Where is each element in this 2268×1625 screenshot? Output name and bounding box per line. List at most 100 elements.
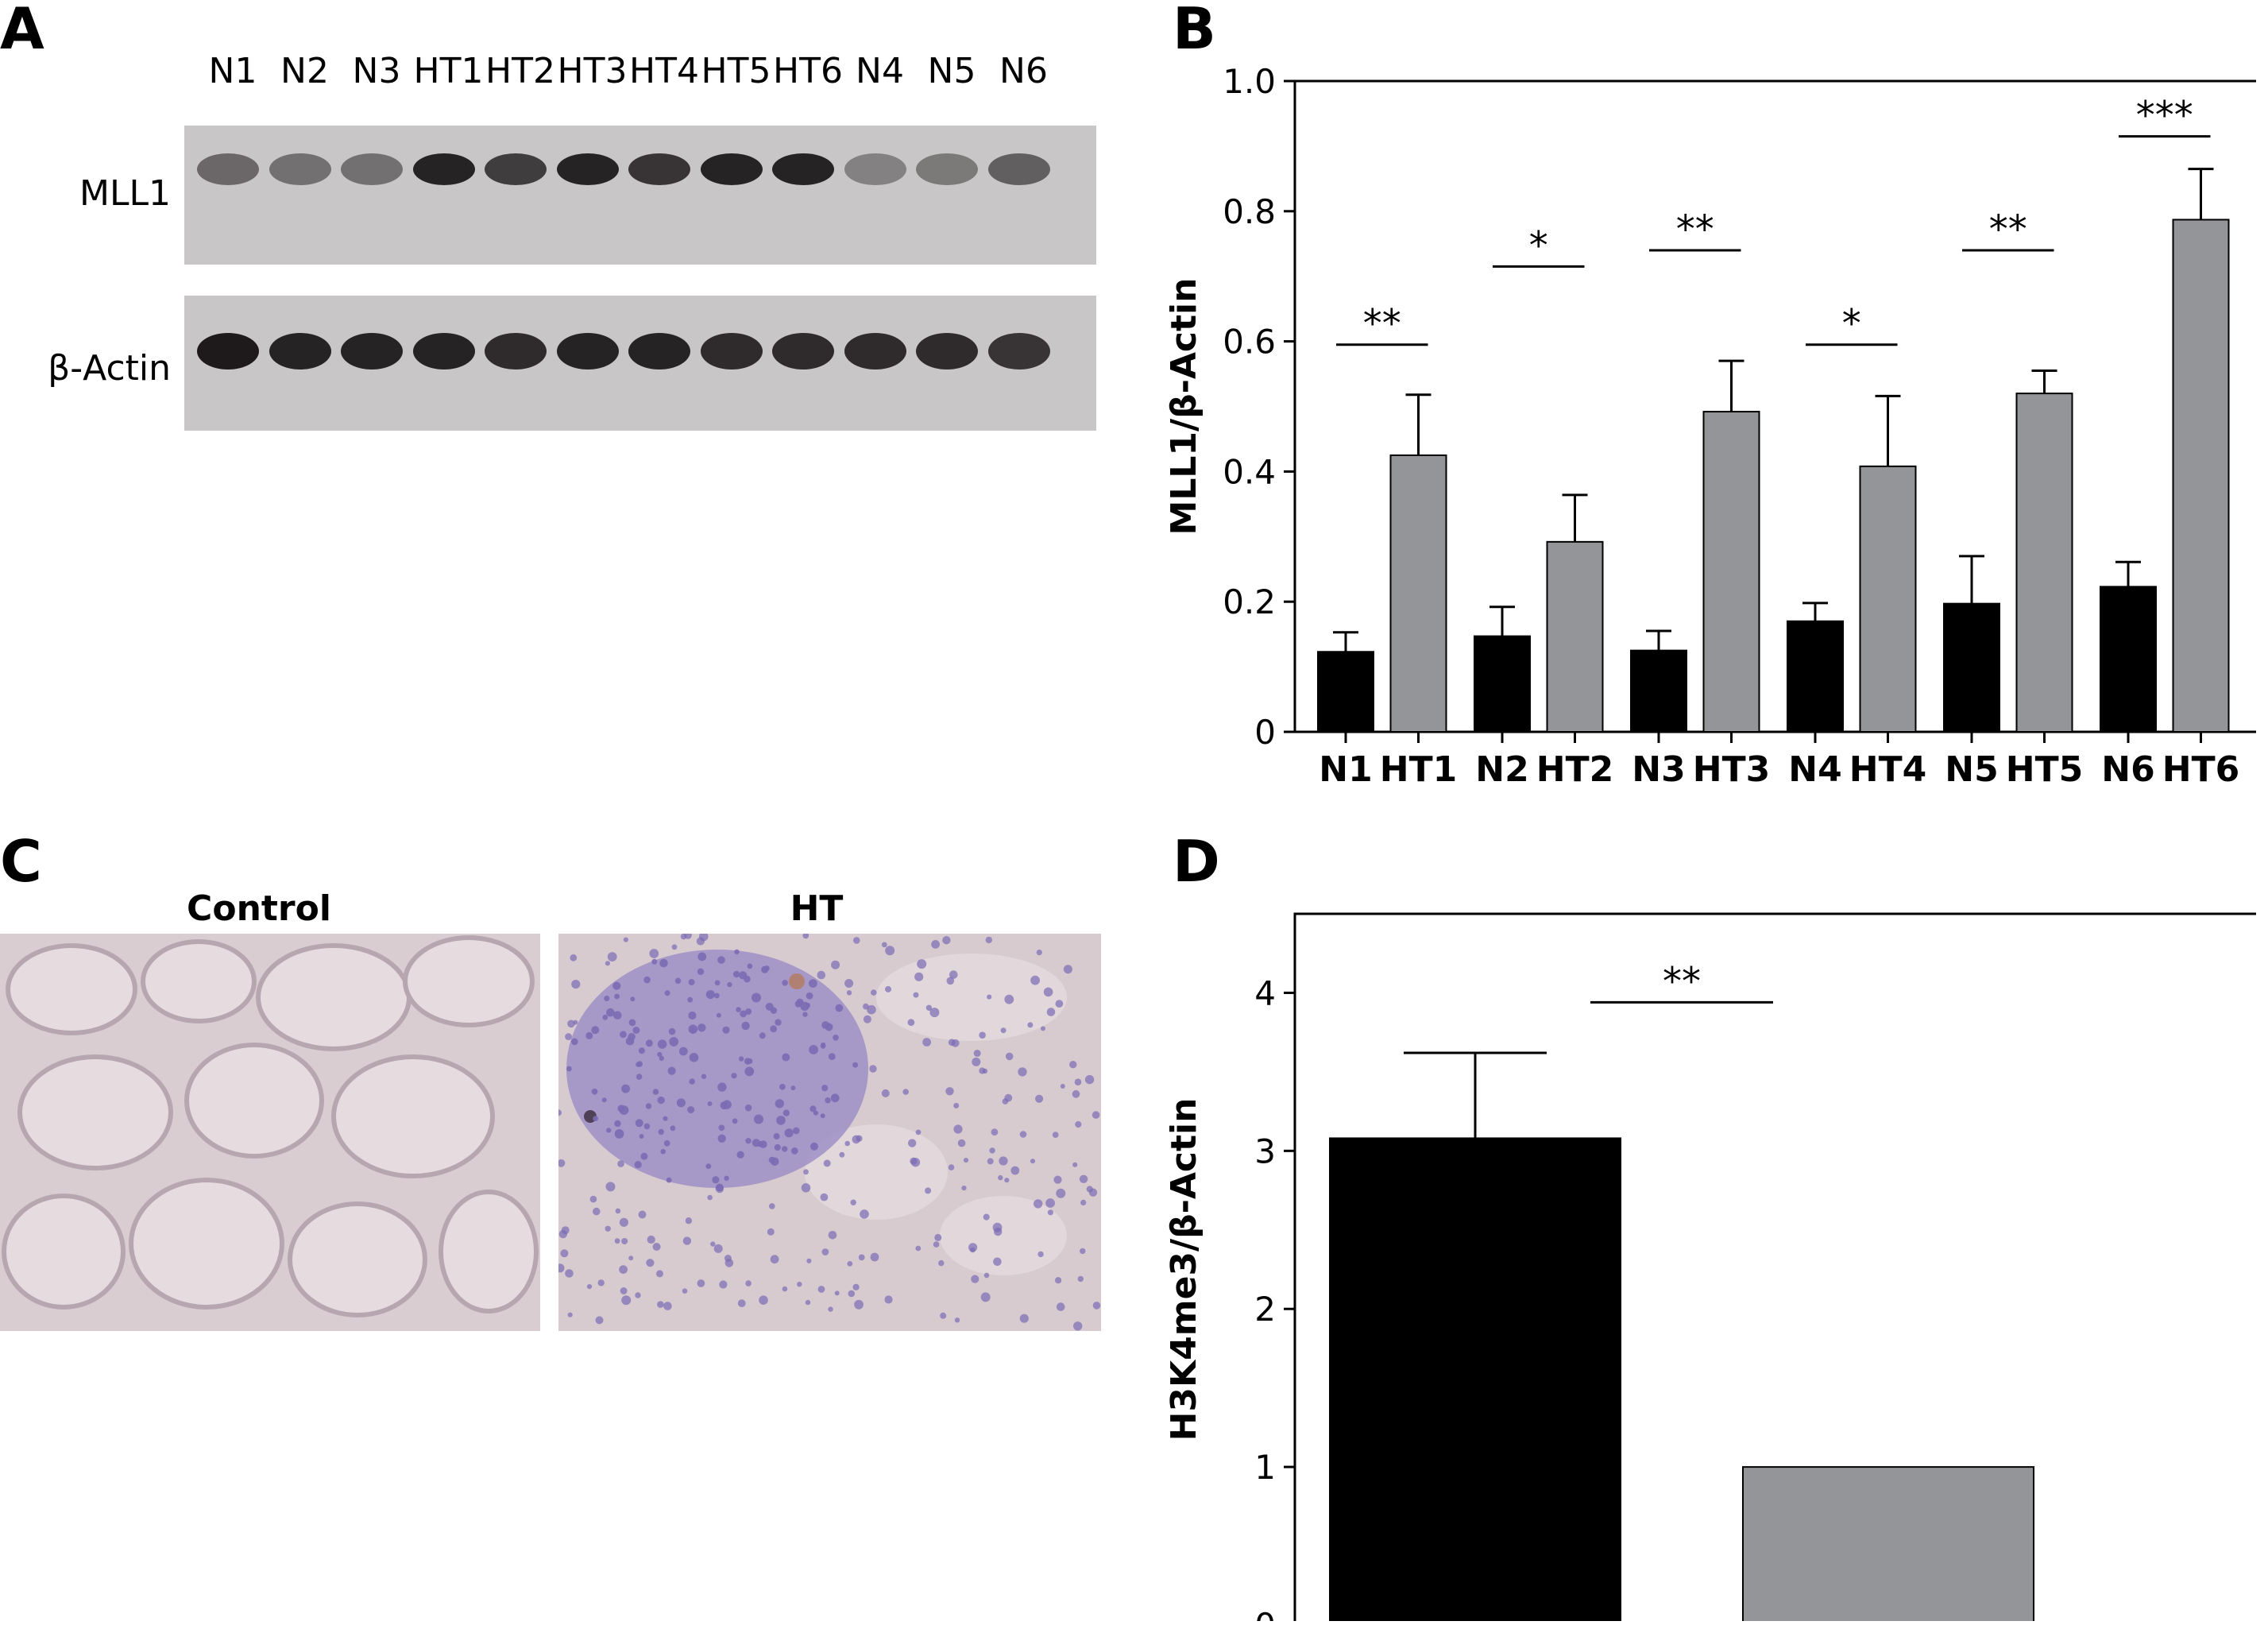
bar <box>1546 540 1604 733</box>
stained-cell <box>933 1241 940 1248</box>
blot-band <box>844 333 906 369</box>
stained-cell <box>769 1203 775 1209</box>
stained-cell <box>604 995 610 1002</box>
stained-cell <box>597 1279 605 1286</box>
stained-cell <box>734 949 740 955</box>
blot-band <box>485 153 547 185</box>
bar <box>2172 219 2230 733</box>
stained-cell <box>821 1248 829 1256</box>
stained-cell <box>779 1083 786 1090</box>
stained-cell <box>565 1269 574 1278</box>
blot-band <box>412 153 475 185</box>
stained-cell <box>566 1066 572 1072</box>
stained-cell <box>946 977 955 985</box>
stained-cell <box>731 1073 737 1079</box>
blot-band <box>628 333 690 369</box>
bar <box>1943 602 2000 733</box>
stained-cell <box>638 1210 647 1219</box>
stained-cell <box>687 1106 695 1114</box>
stained-cell <box>1043 987 1053 997</box>
stained-cell <box>1041 1026 1045 1031</box>
stained-cell <box>717 1134 726 1143</box>
stained-cell <box>727 981 732 988</box>
stained-cell <box>759 1295 768 1305</box>
stained-cell <box>985 936 992 944</box>
stained-cell <box>1077 1275 1084 1283</box>
stained-cell <box>620 1031 627 1039</box>
stained-cell <box>915 1245 921 1252</box>
stained-cell <box>601 1097 607 1103</box>
stained-cell <box>567 1312 573 1317</box>
stained-cell <box>614 1129 624 1139</box>
stained-cell <box>647 1235 655 1244</box>
stained-cell <box>948 1164 955 1170</box>
stained-cell <box>558 1263 565 1273</box>
stained-cell <box>980 1292 991 1302</box>
stained-cell <box>674 977 682 985</box>
stained-cell <box>645 1103 652 1109</box>
stained-cell <box>993 1257 1002 1267</box>
stained-cell <box>716 1012 721 1018</box>
stained-cell <box>714 992 720 999</box>
stained-cell <box>1019 1314 1029 1323</box>
stained-cell <box>817 970 826 980</box>
stained-cell <box>732 1118 738 1124</box>
stained-cell <box>1027 1022 1034 1028</box>
stained-cell <box>751 1139 760 1147</box>
stained-cell <box>1075 1120 1082 1128</box>
stained-cell <box>682 1288 688 1294</box>
stained-cell <box>820 1193 829 1201</box>
stained-cell <box>954 1317 960 1323</box>
stained-cell <box>689 1078 695 1085</box>
blot-lane-label: N6 <box>999 51 1048 91</box>
stained-cell <box>852 1283 860 1290</box>
stained-cell <box>1069 1061 1077 1069</box>
stained-cell <box>685 1217 693 1225</box>
x-tick-label: N2 <box>1475 749 1528 790</box>
y-tick-label: 0.2 <box>1223 582 1276 621</box>
blot-band <box>269 153 331 185</box>
stained-cell <box>983 1272 990 1279</box>
stained-cell <box>800 1001 809 1011</box>
y-axis-label: H3K4me3/β-Actin <box>1164 1098 1204 1441</box>
stained-cell <box>744 975 751 983</box>
bar <box>1474 635 1531 733</box>
stained-cell <box>784 1128 794 1138</box>
stained-cell <box>634 1161 642 1169</box>
stained-cell <box>1045 1198 1055 1208</box>
stained-cell <box>809 1105 817 1112</box>
stained-cell <box>628 1033 636 1041</box>
stained-cell <box>1080 1248 1086 1255</box>
stained-cell <box>1030 1159 1036 1164</box>
stained-cell <box>987 994 992 1000</box>
stained-cell <box>790 1147 798 1155</box>
stained-cell <box>907 1019 915 1027</box>
stained-cell <box>722 1026 730 1034</box>
stained-cell <box>585 1031 593 1039</box>
stained-cell <box>744 1104 752 1112</box>
blot-lane-label: N4 <box>856 51 904 91</box>
stained-cell <box>821 1085 829 1092</box>
stained-cell <box>605 1182 616 1192</box>
stained-cell <box>885 946 895 956</box>
x-tick-label: N1 <box>1319 749 1372 790</box>
stained-cell <box>745 1138 751 1144</box>
stained-cell <box>971 1275 979 1283</box>
stained-cell <box>782 1286 788 1292</box>
stained-cell <box>744 1066 755 1077</box>
stained-cell <box>860 1209 869 1219</box>
stained-cell <box>821 1021 829 1029</box>
blot-band <box>987 333 1050 369</box>
stained-cell <box>614 1120 621 1128</box>
stained-cell <box>697 1279 705 1287</box>
chart-d: 01234H3K4me3/β-ActinHTControl** <box>1164 912 2256 1621</box>
stained-cell <box>957 1139 966 1147</box>
stained-cell <box>870 1252 879 1262</box>
x-tick-label: HT5 <box>2006 749 2083 790</box>
blot-band <box>485 333 547 369</box>
stained-cell <box>925 1004 933 1011</box>
stained-cell <box>669 1037 679 1047</box>
stained-cell <box>1086 1186 1093 1193</box>
stained-cell <box>968 1243 978 1252</box>
stained-cell <box>1019 1131 1027 1138</box>
